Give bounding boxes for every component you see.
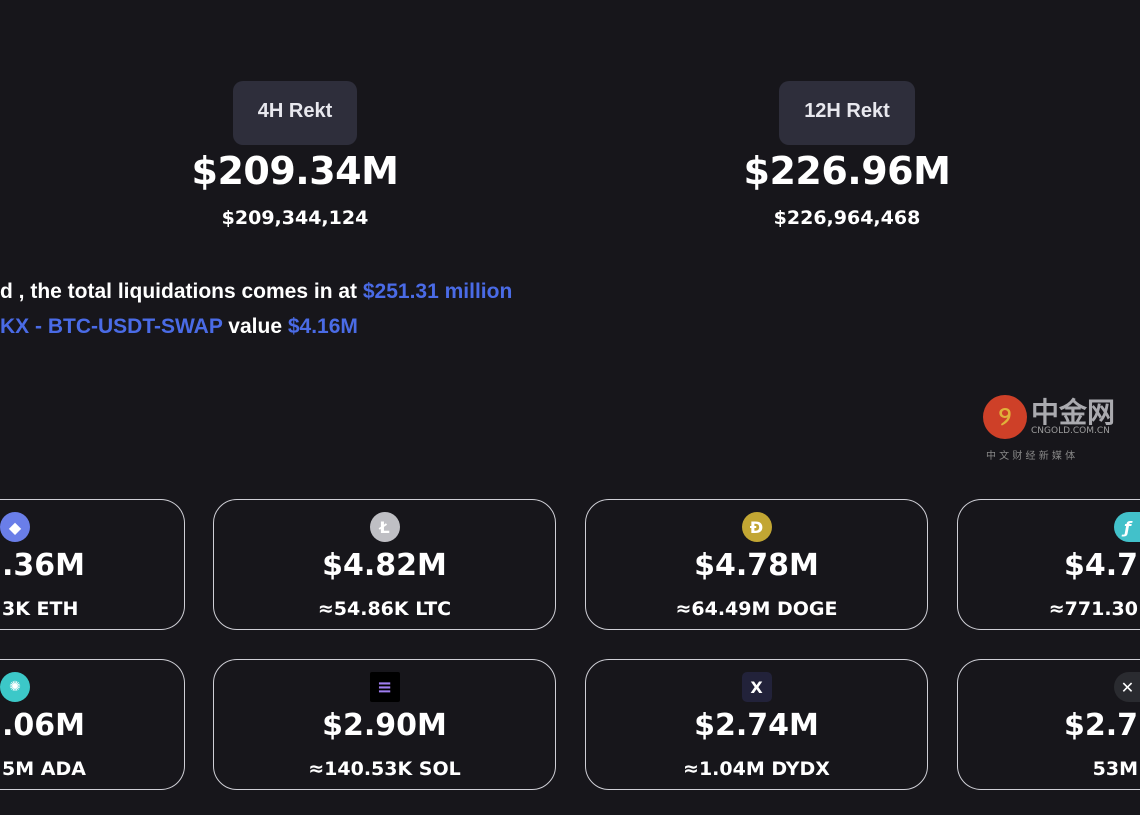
stat-exact: $209,344,124 bbox=[221, 207, 369, 229]
coin-amount: 3K ETH bbox=[2, 598, 79, 620]
coin-amount: ≈1.04M DYDX bbox=[683, 758, 830, 780]
summary-line-1: d , the total liquidations comes in at $… bbox=[0, 280, 512, 304]
coin-amount: ≈54.86K LTC bbox=[317, 598, 452, 620]
watermark-logo: ୨ 中金网 CNGOLD.COM.CN bbox=[983, 395, 1115, 439]
dydx-icon: X bbox=[741, 672, 772, 702]
tab-4h-rekt[interactable]: 4H Rekt bbox=[232, 81, 358, 145]
coin-value: $2.7 bbox=[1063, 708, 1138, 743]
summary-line-2: KX - BTC-USDT-SWAP value $4.16M bbox=[0, 315, 358, 339]
coin-value: .06M bbox=[2, 708, 85, 743]
coin-value: $4.78M bbox=[694, 548, 819, 583]
xrp-icon: ✕ bbox=[1114, 672, 1140, 702]
coin-value: .36M bbox=[2, 548, 85, 583]
coin-value: $2.74M bbox=[694, 708, 819, 743]
coin-card-ada[interactable]: ✺ .06M 5M ADA bbox=[0, 659, 185, 790]
largest-order-value: $4.16M bbox=[287, 315, 358, 338]
largest-order-pair[interactable]: KX - BTC-USDT-SWAP bbox=[0, 315, 223, 338]
coin-amount: ≈140.53K SOL bbox=[308, 758, 461, 780]
ethereum-icon: ◆ bbox=[0, 512, 30, 542]
coin-card-doge[interactable]: Ð $4.78M ≈64.49M DOGE bbox=[585, 499, 928, 630]
coin-value: $4.7 bbox=[1063, 548, 1138, 583]
coin-card-sol[interactable]: ≡ $2.90M ≈140.53K SOL bbox=[213, 659, 556, 790]
coin-card-eth[interactable]: ◆ .36M 3K ETH bbox=[0, 499, 185, 630]
cngold-logo-icon: ୨ bbox=[983, 395, 1027, 439]
total-liquidation-amount: $251.31 million bbox=[362, 280, 513, 303]
coin-amount: 5M ADA bbox=[2, 758, 86, 780]
coin-card-xrp[interactable]: ✕ $2.7 53M bbox=[957, 659, 1140, 790]
tab-12h-rekt[interactable]: 12H Rekt bbox=[779, 81, 915, 145]
stat-12h: 12H Rekt $226.96M $226,964,468 bbox=[697, 81, 997, 229]
coin-amount: 53M bbox=[1092, 758, 1138, 780]
stat-4h: 4H Rekt $209.34M $209,344,124 bbox=[145, 81, 445, 229]
coin-card-dydx[interactable]: X $2.74M ≈1.04M DYDX bbox=[585, 659, 928, 790]
coin-amount: ≈64.49M DOGE bbox=[675, 598, 838, 620]
summary-text: value bbox=[228, 315, 282, 338]
solana-icon: ≡ bbox=[369, 672, 400, 702]
watermark-name: 中金网 bbox=[1031, 395, 1116, 429]
litecoin-icon: Ł bbox=[369, 512, 400, 542]
coin-amount: ≈771.30 bbox=[1048, 598, 1138, 620]
stat-exact: $226,964,468 bbox=[773, 207, 921, 229]
watermark-tagline: 中 文 财 经 新 媒 体 bbox=[986, 451, 1076, 462]
coin-card-ltc[interactable]: Ł $4.82M ≈54.86K LTC bbox=[213, 499, 556, 630]
coin-value: $4.82M bbox=[322, 548, 447, 583]
stat-value: $209.34M bbox=[191, 149, 399, 193]
watermark-domain: CNGOLD.COM.CN bbox=[1031, 425, 1110, 436]
coin-card-fil[interactable]: ƒ $4.7 ≈771.30 bbox=[957, 499, 1140, 630]
dogecoin-icon: Ð bbox=[741, 512, 772, 542]
summary-text: d , the total liquidations comes in at bbox=[0, 280, 358, 303]
cardano-icon: ✺ bbox=[0, 672, 30, 702]
stat-value: $226.96M bbox=[743, 149, 951, 193]
filecoin-icon: ƒ bbox=[1114, 512, 1140, 542]
coin-value: $2.90M bbox=[322, 708, 447, 743]
